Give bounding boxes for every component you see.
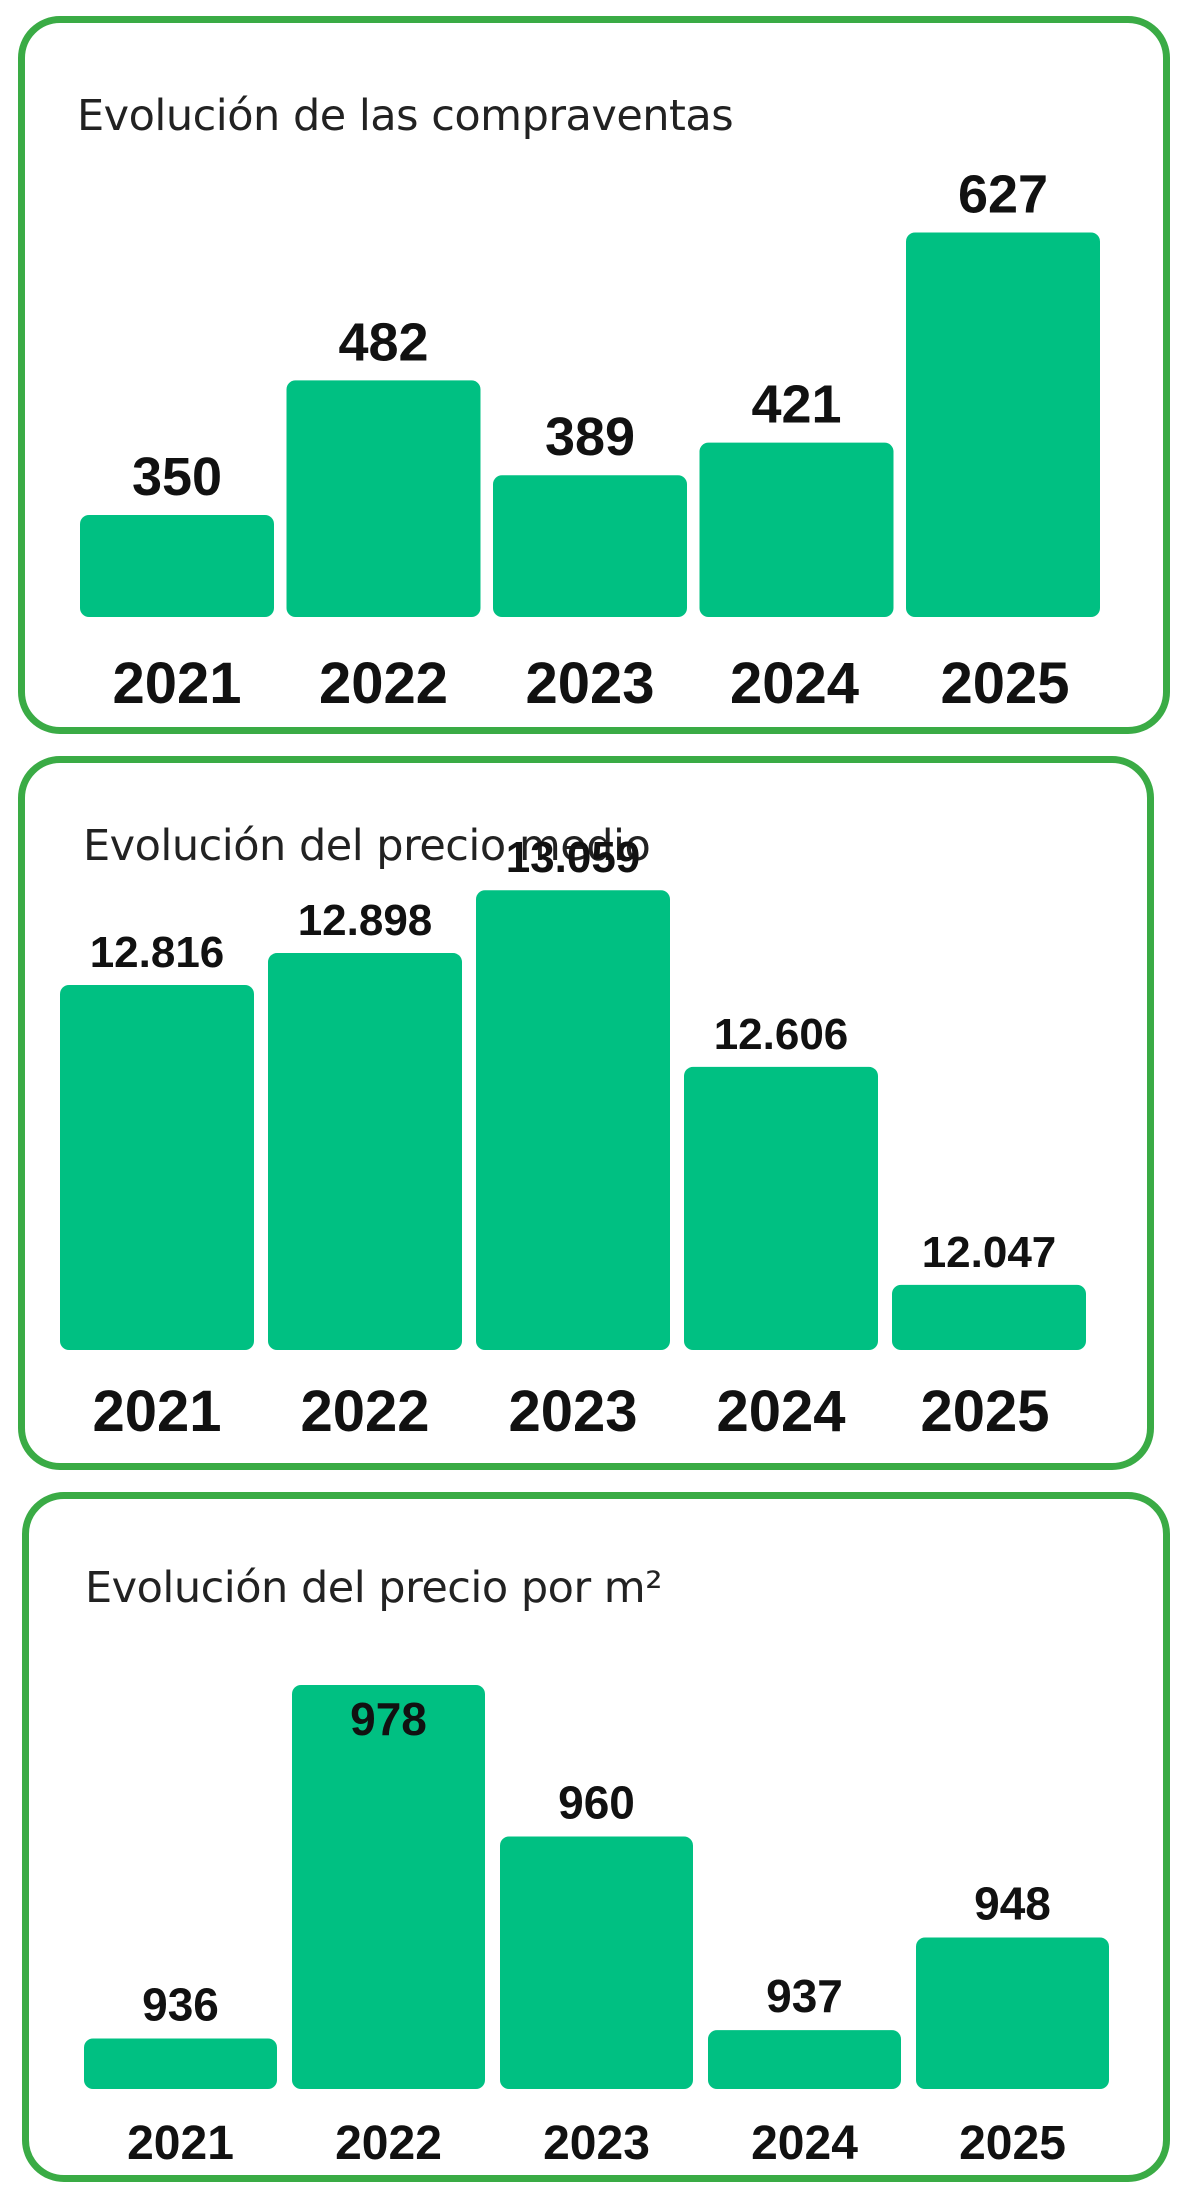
category-label-2021: 2021 <box>112 651 241 716</box>
chart-panel-average-price: Evolución del precio medio 12.816 2021 12.… <box>18 756 1154 1470</box>
category-label-2021: 2021 <box>92 1379 221 1444</box>
bar-2025 <box>916 1937 1109 2089</box>
value-label-2023: 960 <box>558 1777 635 1829</box>
value-label-2025: 948 <box>974 1878 1051 1930</box>
category-label-2025: 2025 <box>940 651 1069 716</box>
bar-2023 <box>476 890 670 1350</box>
chart-panel-price-per-m2: Evolución del precio por m² 936 2021 978 20… <box>22 1492 1170 2182</box>
bar-2025 <box>892 1284 1086 1350</box>
bar-2021 <box>80 515 274 617</box>
bar-2024 <box>684 1066 878 1350</box>
value-label-2025: 627 <box>958 164 1048 224</box>
value-label-2024: 421 <box>751 375 841 435</box>
value-label-2022: 482 <box>338 312 428 372</box>
chart-panel-sales: Evolución de las compraventas 350 2021 482… <box>18 16 1170 734</box>
category-label-2022: 2022 <box>300 1379 429 1444</box>
bar-chart-price-per-m2: 936 2021 978 2022 960 2023 937 2024 948 2025 <box>84 1685 1109 2170</box>
bar-2022 <box>268 953 462 1350</box>
value-label-2025: 12.047 <box>922 1228 1057 1277</box>
category-label-2024: 2024 <box>751 2117 858 2170</box>
value-label-2021: 12.816 <box>90 928 225 977</box>
chart-title: Evolución del precio por m² <box>85 1563 662 1613</box>
category-label-2025: 2025 <box>959 2117 1066 2170</box>
bar-2022 <box>286 380 481 617</box>
bar-chart-sales: 350 2021 482 2022 389 2023 421 2024 627 2025 <box>80 164 1100 716</box>
chart-title: Evolución de las compraventas <box>77 91 734 141</box>
value-label-2023: 13.059 <box>506 833 641 882</box>
bar-2021 <box>60 985 254 1350</box>
category-label-2024: 2024 <box>730 651 859 716</box>
value-label-2021: 936 <box>142 1979 219 2031</box>
chart-title: Evolución del precio medio <box>83 821 651 871</box>
category-label-2025: 2025 <box>920 1379 1049 1444</box>
category-label-2023: 2023 <box>508 1379 637 1444</box>
category-label-2022: 2022 <box>319 651 448 716</box>
bar-2025 <box>906 232 1100 617</box>
value-label-2021: 350 <box>132 447 222 507</box>
bar-2023 <box>500 1836 693 2089</box>
category-label-2024: 2024 <box>716 1379 845 1444</box>
bar-2021 <box>84 2038 277 2089</box>
category-label-2022: 2022 <box>335 2117 442 2170</box>
category-label-2023: 2023 <box>543 2117 650 2170</box>
value-label-2022: 12.898 <box>298 896 433 945</box>
bar-2022 <box>292 1685 485 2089</box>
value-label-2022: 978 <box>350 1693 427 1745</box>
category-label-2023: 2023 <box>525 651 654 716</box>
category-label-2021: 2021 <box>127 2117 234 2170</box>
bar-2024 <box>699 442 894 617</box>
bar-2023 <box>493 475 687 617</box>
value-label-2024: 937 <box>766 1970 843 2022</box>
bar-2024 <box>708 2030 901 2089</box>
value-label-2024: 12.606 <box>714 1010 849 1059</box>
bar-chart-average-price: 12.816 2021 12.898 2022 13.059 2023 12.606 2024… <box>60 833 1086 1444</box>
value-label-2023: 389 <box>545 407 635 467</box>
